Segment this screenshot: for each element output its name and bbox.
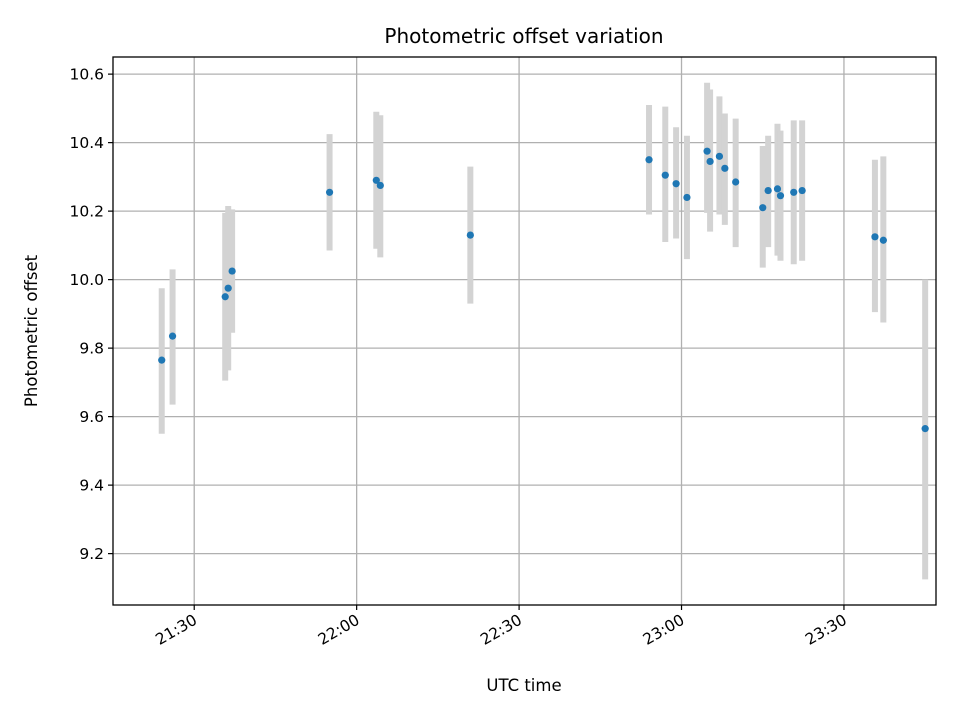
data-point xyxy=(466,231,474,239)
data-point xyxy=(221,293,229,301)
y-tick-label: 9.2 xyxy=(79,545,104,563)
data-point xyxy=(224,284,232,292)
data-point xyxy=(325,188,334,196)
data-point xyxy=(715,152,724,160)
y-axis-label: Photometric offset xyxy=(22,254,41,407)
data-point xyxy=(798,186,806,195)
data-point xyxy=(790,188,798,196)
y-axis-ticks: 9.2 9.4 9.6 9.8 10.0 10.2 10.4 10.6 xyxy=(69,66,113,563)
data-point xyxy=(921,425,929,433)
data-point xyxy=(759,204,767,212)
data-point xyxy=(372,176,380,184)
x-tick-label: 22:00 xyxy=(315,611,363,649)
y-tick-label: 10.0 xyxy=(69,271,104,289)
x-tick-label: 21:30 xyxy=(153,611,201,649)
data-point xyxy=(706,157,714,166)
x-tick-label: 23:00 xyxy=(640,611,688,649)
chart-title: Photometric offset variation xyxy=(384,24,663,48)
data-point xyxy=(773,185,782,193)
data-point xyxy=(158,356,166,364)
y-tick-label: 9.6 xyxy=(79,408,104,426)
data-point xyxy=(168,332,177,340)
y-tick-label: 10.4 xyxy=(69,134,104,152)
x-tick-label: 22:30 xyxy=(477,611,525,649)
plot-frame xyxy=(112,56,937,606)
data-points xyxy=(158,147,929,433)
data-point xyxy=(721,164,729,172)
y-tick-label: 10.2 xyxy=(69,203,104,221)
data-point xyxy=(871,233,879,241)
data-point xyxy=(376,181,384,190)
data-point xyxy=(732,178,740,186)
data-point xyxy=(879,236,887,244)
y-tick-label: 10.6 xyxy=(69,66,104,84)
data-point xyxy=(228,267,236,275)
data-point xyxy=(645,156,653,164)
x-axis-ticks: 21:30 22:00 22:30 23:00 23:30 xyxy=(153,605,850,649)
data-point xyxy=(764,186,772,195)
data-point xyxy=(672,180,680,188)
y-tick-label: 9.4 xyxy=(79,477,104,495)
data-point xyxy=(776,192,785,200)
data-point xyxy=(683,193,691,202)
data-point xyxy=(661,171,669,179)
data-point xyxy=(703,147,711,155)
x-tick-label: 23:30 xyxy=(802,611,850,649)
y-tick-label: 9.8 xyxy=(79,340,104,358)
error-bars xyxy=(158,82,929,580)
grid-lines xyxy=(113,57,936,605)
x-axis-label: UTC time xyxy=(486,676,561,695)
